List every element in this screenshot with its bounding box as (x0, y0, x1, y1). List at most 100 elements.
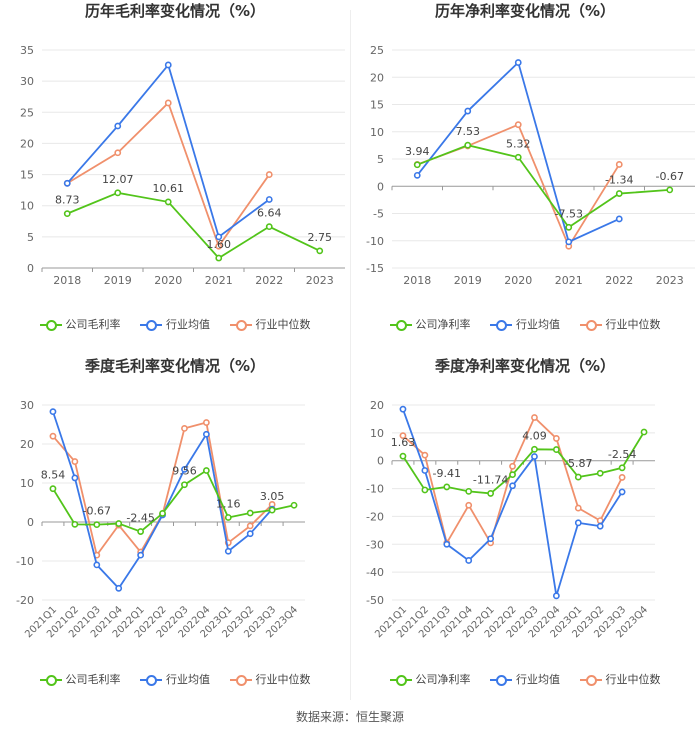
data-point-industry_median (181, 425, 188, 432)
data-point-company (487, 490, 495, 497)
y-tick-label: 5 (377, 153, 384, 166)
data-point-company (421, 486, 429, 494)
series-line-industry_avg (66, 63, 270, 239)
data-point-company (71, 520, 79, 528)
data-point-industry_median (552, 435, 560, 442)
data-point-industry_avg (465, 557, 473, 564)
data-label: 8.73 (55, 194, 80, 207)
annual-net-margin-plot: -15 -10 -5 0 5 10 15 20 25 2018 2019 2020 2021 2022 20… (366, 44, 695, 287)
data-point-company (164, 198, 172, 206)
legend-item-company[interactable]: 公司净利率 (389, 671, 471, 687)
data-point-company (596, 469, 604, 477)
data-label: -2.45 (126, 512, 154, 525)
data-point-industry_avg (531, 453, 538, 460)
data-point-industry_avg (487, 535, 495, 543)
data-point-company (181, 481, 188, 489)
legend-item-industry-avg[interactable]: 行业均值 (140, 316, 210, 332)
data-label: 4.09 (522, 429, 547, 442)
data-point-industry_avg (464, 107, 472, 115)
chart-legend: 公司净利率 行业均值 行业中位数 (350, 671, 700, 687)
data-point-industry_avg (246, 530, 254, 538)
data-point-industry_median (574, 504, 582, 512)
data-point-industry_avg (618, 488, 626, 496)
data-point-industry_median (618, 474, 626, 481)
y-tick-label: 10 (20, 200, 34, 213)
quarterly-net-margin-chart: 季度净利率变化情况（%） -50 -40 -30 -20 -10 0 10 20 2021Q1 2… (350, 355, 700, 705)
data-point-company (316, 247, 324, 255)
legend-item-industry-median[interactable]: 行业中位数 (229, 671, 311, 687)
data-point-company (115, 520, 123, 527)
y-tick-label: 20 (370, 399, 384, 412)
y-tick-label: -20 (16, 594, 34, 607)
data-point-industry_avg (114, 122, 122, 130)
data-label: 1.16 (216, 497, 241, 510)
x-tick-label: 2019 (104, 274, 132, 287)
data-point-industry_avg (509, 482, 516, 490)
y-tick-label: -20 (366, 510, 384, 523)
data-point-company (640, 428, 648, 436)
data-point-industry_avg (63, 179, 71, 187)
chart-legend: 公司净利率 行业均值 行业中位数 (350, 316, 700, 332)
data-label: 1.60 (207, 238, 232, 251)
data-point-company (246, 509, 254, 517)
data-source-note: 数据来源：恒生聚源 (295, 710, 404, 724)
data-point-industry_avg (413, 171, 421, 179)
x-tick-label: 2020 (154, 274, 182, 287)
data-point-industry_avg (421, 467, 429, 474)
panel-divider (350, 10, 351, 700)
y-tick-label: 30 (20, 75, 34, 88)
data-point-company (137, 528, 145, 535)
data-point-company (443, 483, 451, 491)
y-tick-label: -5 (373, 208, 384, 221)
chart-title: 历年净利率变化情况（%） (434, 2, 616, 20)
y-tick-label: 15 (370, 99, 384, 112)
data-label: -11.74 (473, 473, 508, 486)
data-point-industry_median (164, 99, 172, 107)
data-point-industry_avg (399, 405, 407, 413)
quarterly-gross-margin-chart: 季度毛利率变化情况（%） -20 -10 0 10 20 30 2021Q1 2021Q2 20… (0, 355, 350, 705)
data-point-industry_median (399, 432, 407, 440)
data-point-industry_median (215, 242, 223, 250)
data-point-industry_median (509, 462, 516, 470)
chart-title: 季度毛利率变化情况（%） (84, 357, 266, 375)
data-point-company (399, 452, 407, 460)
y-tick-label: -10 (16, 555, 34, 568)
data-point-company (618, 464, 626, 472)
legend-item-industry-median[interactable]: 行业中位数 (579, 671, 661, 687)
data-point-industry_median (465, 501, 473, 509)
chart-legend: 公司毛利率 行业均值 行业中位数 (0, 671, 350, 687)
y-tick-label: -50 (366, 594, 384, 607)
y-tick-label: 25 (370, 44, 384, 57)
data-point-industry_avg (181, 465, 188, 473)
x-tick-label: 2022 (255, 274, 283, 287)
legend-item-industry-median[interactable]: 行业中位数 (229, 316, 311, 332)
legend-item-industry-median[interactable]: 行业中位数 (579, 316, 661, 332)
y-tick-label: 5 (27, 231, 34, 244)
quarterly-gross-margin-plot: -20-1001020302021Q12021Q22021Q32021Q4202… (16, 399, 305, 640)
data-point-industry_avg (615, 215, 623, 223)
legend-item-company[interactable]: 公司毛利率 (39, 671, 121, 687)
data-label: 2.75 (308, 231, 333, 244)
legend-item-industry-avg[interactable]: 行业均值 (490, 316, 560, 332)
data-label: 7.53 (456, 125, 481, 138)
data-point-company (290, 501, 298, 509)
legend-item-company[interactable]: 公司毛利率 (39, 316, 121, 332)
legend-item-company[interactable]: 公司净利率 (389, 316, 471, 332)
legend-item-industry-avg[interactable]: 行业均值 (140, 671, 210, 687)
legend-item-industry-avg[interactable]: 行业均值 (490, 671, 560, 687)
series-line-company (66, 191, 321, 260)
data-point-industry_avg (224, 547, 232, 555)
data-point-company (531, 445, 538, 453)
data-point-industry_median (49, 432, 57, 440)
data-point-industry_median (265, 171, 273, 178)
data-point-company (159, 510, 166, 517)
data-label: -2.54 (608, 448, 636, 461)
data-point-industry_avg (265, 196, 273, 203)
x-tick-label: 2023 (656, 274, 684, 287)
data-label: 3.05 (260, 490, 285, 503)
data-point-industry_avg (115, 584, 123, 592)
data-point-industry_avg (93, 561, 101, 569)
y-tick-label: 0 (27, 516, 34, 529)
data-point-industry_avg (164, 61, 172, 69)
data-point-industry_avg (565, 238, 573, 246)
